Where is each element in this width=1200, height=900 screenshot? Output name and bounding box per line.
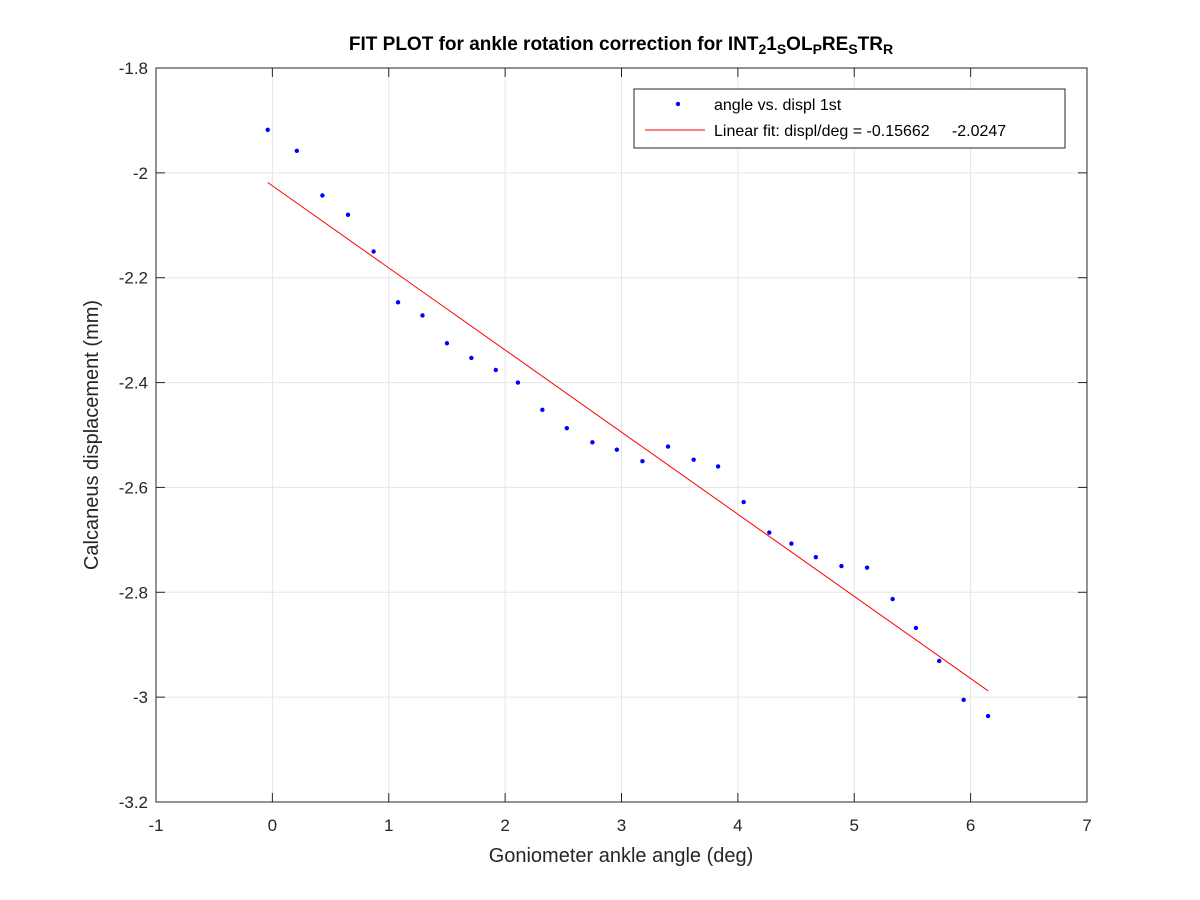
title-part: FIT PLOT for ankle rotation correction f…: [349, 34, 759, 55]
x-axis-label: Goniometer ankle angle (deg): [489, 845, 754, 867]
data-point: [913, 625, 919, 631]
data-point: [741, 499, 746, 505]
title-part: S: [777, 41, 786, 57]
y-tick-label: -3.2: [119, 793, 148, 812]
x-tick-label: 7: [1082, 816, 1091, 835]
legend-label-fit: Linear fit: displ/deg = -0.15662 -2.0247: [714, 123, 1006, 140]
data-point: [320, 193, 325, 198]
x-tick-label: 5: [850, 816, 859, 835]
x-tick-label: 2: [500, 816, 509, 835]
data-point: [839, 563, 844, 569]
x-tick-label: -1: [148, 816, 163, 835]
data-point: [715, 464, 721, 469]
data-point: [961, 697, 966, 702]
legend-box: [633, 88, 1066, 149]
data-point: [515, 380, 521, 385]
grid-lines: [156, 68, 1087, 802]
data-point: [640, 459, 645, 464]
data-point: [469, 355, 474, 361]
y-tick-label: -2.4: [119, 374, 148, 393]
data-point: [665, 444, 671, 449]
series-layer: [265, 127, 991, 719]
data-point: [564, 425, 570, 431]
data-point: [395, 300, 401, 305]
y-axis-label: Calcaneus displacement (mm): [81, 300, 103, 570]
data-point: [890, 596, 895, 602]
chart-title: FIT PLOT for ankle rotation correction f…: [349, 34, 893, 57]
y-tick-label: -2.8: [119, 583, 148, 602]
data-point: [985, 713, 991, 719]
data-point: [614, 447, 620, 452]
data-point: [691, 457, 696, 462]
x-tick-label: 1: [384, 816, 393, 835]
x-tick-label: 0: [268, 816, 277, 835]
title-part: RE: [822, 34, 848, 55]
title-part: 2: [758, 41, 766, 57]
y-tick-label: -1.8: [119, 59, 148, 78]
data-point: [540, 407, 545, 413]
x-tick-label: 4: [733, 816, 742, 835]
title-part: S: [848, 41, 857, 57]
title-part: R: [883, 41, 893, 57]
data-point: [789, 541, 794, 546]
data-point: [345, 212, 351, 217]
title-part: TR: [858, 34, 884, 55]
data-point: [590, 440, 595, 445]
y-tick-label: -2.6: [119, 478, 148, 497]
x-tick-label: 6: [966, 816, 975, 835]
fit-line: [267, 182, 989, 692]
legend-label-points: angle vs. displ 1st: [714, 97, 842, 114]
data-point: [493, 367, 499, 373]
ticks: -1 0 1 2 3 4 5 6 7 -3.2 -3 -2.8 -2.6 -2.4 -2.2 -2 -1.8: [119, 59, 1092, 835]
data-point: [265, 127, 270, 133]
data-point: [420, 313, 425, 318]
title-part: 1: [766, 34, 777, 55]
x-tick-label: 3: [617, 816, 626, 835]
y-tick-label: -2: [133, 164, 148, 183]
data-point: [767, 530, 772, 535]
legend: angle vs. displ 1st Linear fit: displ/de…: [633, 88, 1066, 149]
data-point: [864, 565, 870, 570]
data-point: [813, 554, 819, 560]
title-part: OL: [786, 34, 813, 55]
data-point: [444, 341, 450, 346]
legend-marker-points: [675, 101, 681, 107]
data-point: [371, 249, 376, 254]
y-tick-label: -3: [133, 688, 148, 707]
y-tick-label: -2.2: [119, 269, 148, 288]
title-part: P: [813, 41, 822, 57]
data-point: [937, 658, 942, 664]
data-point: [294, 148, 300, 154]
